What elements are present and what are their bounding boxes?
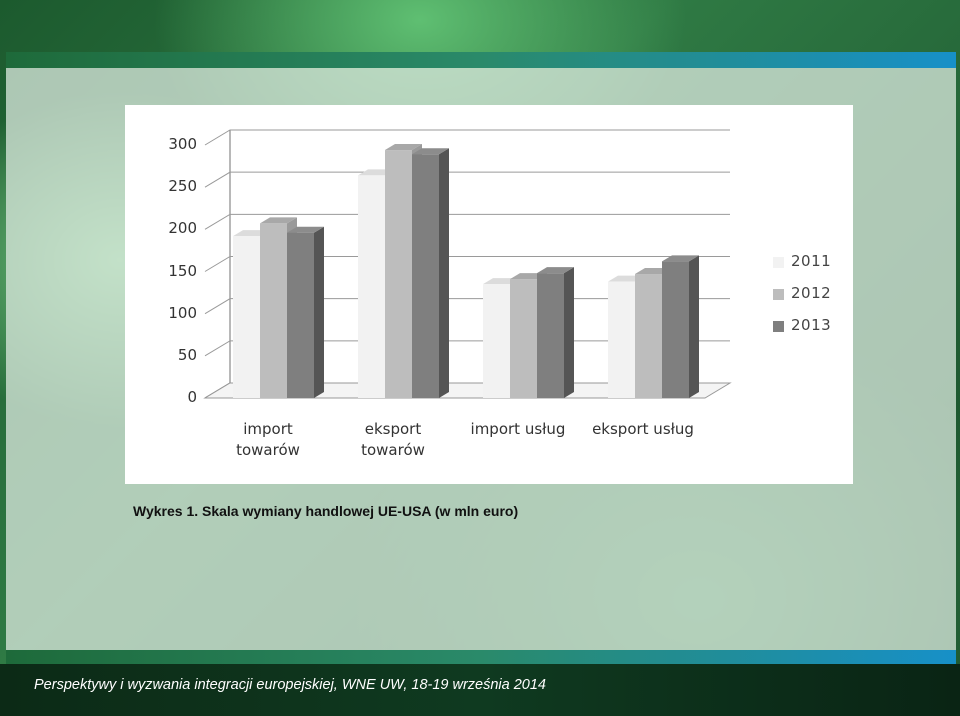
chart-panel: 0 50 100 150 200 250 300 import towarów eksport…	[125, 105, 853, 484]
bar-2013	[287, 232, 314, 398]
bar-2013	[537, 273, 564, 398]
legend-swatch	[773, 257, 784, 268]
chart-caption: Wykres 1. Skala wymiany handlowej UE-USA…	[133, 503, 519, 519]
bottom-band	[6, 650, 956, 664]
bar-side	[689, 255, 699, 398]
x-category-label: eksport towarów	[361, 420, 425, 459]
bar-2011	[608, 281, 635, 398]
bar-side	[314, 226, 324, 398]
bar-top	[537, 267, 574, 274]
y-tick-label: 0	[187, 388, 197, 406]
bar-top	[412, 148, 449, 155]
legend-item: 2013	[773, 316, 863, 338]
bar-top	[260, 217, 297, 224]
bar-top	[385, 144, 422, 151]
y-tick-label: 100	[168, 303, 197, 322]
legend-swatch	[773, 321, 784, 332]
bar-2011	[233, 236, 260, 398]
bar-2012	[510, 279, 537, 398]
legend-item: 2012	[773, 284, 863, 306]
bar-top	[287, 226, 324, 233]
legend-item: 2011	[773, 252, 863, 274]
top-band	[6, 52, 956, 68]
y-tick-label: 300	[168, 135, 197, 153]
bar-2011	[358, 175, 385, 398]
bar-2012	[385, 150, 412, 398]
bar-side	[439, 148, 449, 398]
footer-strip	[0, 664, 960, 716]
x-category-label: import usług	[470, 420, 566, 438]
x-category-label: import towarów	[236, 420, 300, 459]
footer-text: Perspektywy i wyzwania integracji europe…	[34, 677, 546, 693]
bar-side	[564, 267, 574, 398]
bar-2013	[662, 261, 689, 398]
y-tick-label: 250	[168, 177, 197, 196]
bar-2012	[260, 223, 287, 398]
y-tick-label: 150	[168, 261, 197, 280]
gridline	[204, 171, 730, 188]
legend-swatch	[773, 289, 784, 300]
legend-label: 2011	[791, 252, 832, 270]
bar-chart	[203, 129, 732, 399]
bar-2013	[412, 154, 439, 398]
bar-2011	[483, 284, 510, 398]
y-tick-label: 200	[168, 219, 197, 238]
bar-2012	[635, 274, 662, 398]
gridline	[204, 129, 730, 146]
legend-label: 2013	[791, 316, 832, 334]
y-tick-label: 50	[177, 345, 197, 364]
legend-label: 2012	[791, 284, 832, 302]
gridline	[204, 256, 730, 272]
bar-top	[662, 255, 699, 262]
gridline	[204, 213, 730, 230]
x-category-label: eksport usług	[592, 420, 694, 438]
